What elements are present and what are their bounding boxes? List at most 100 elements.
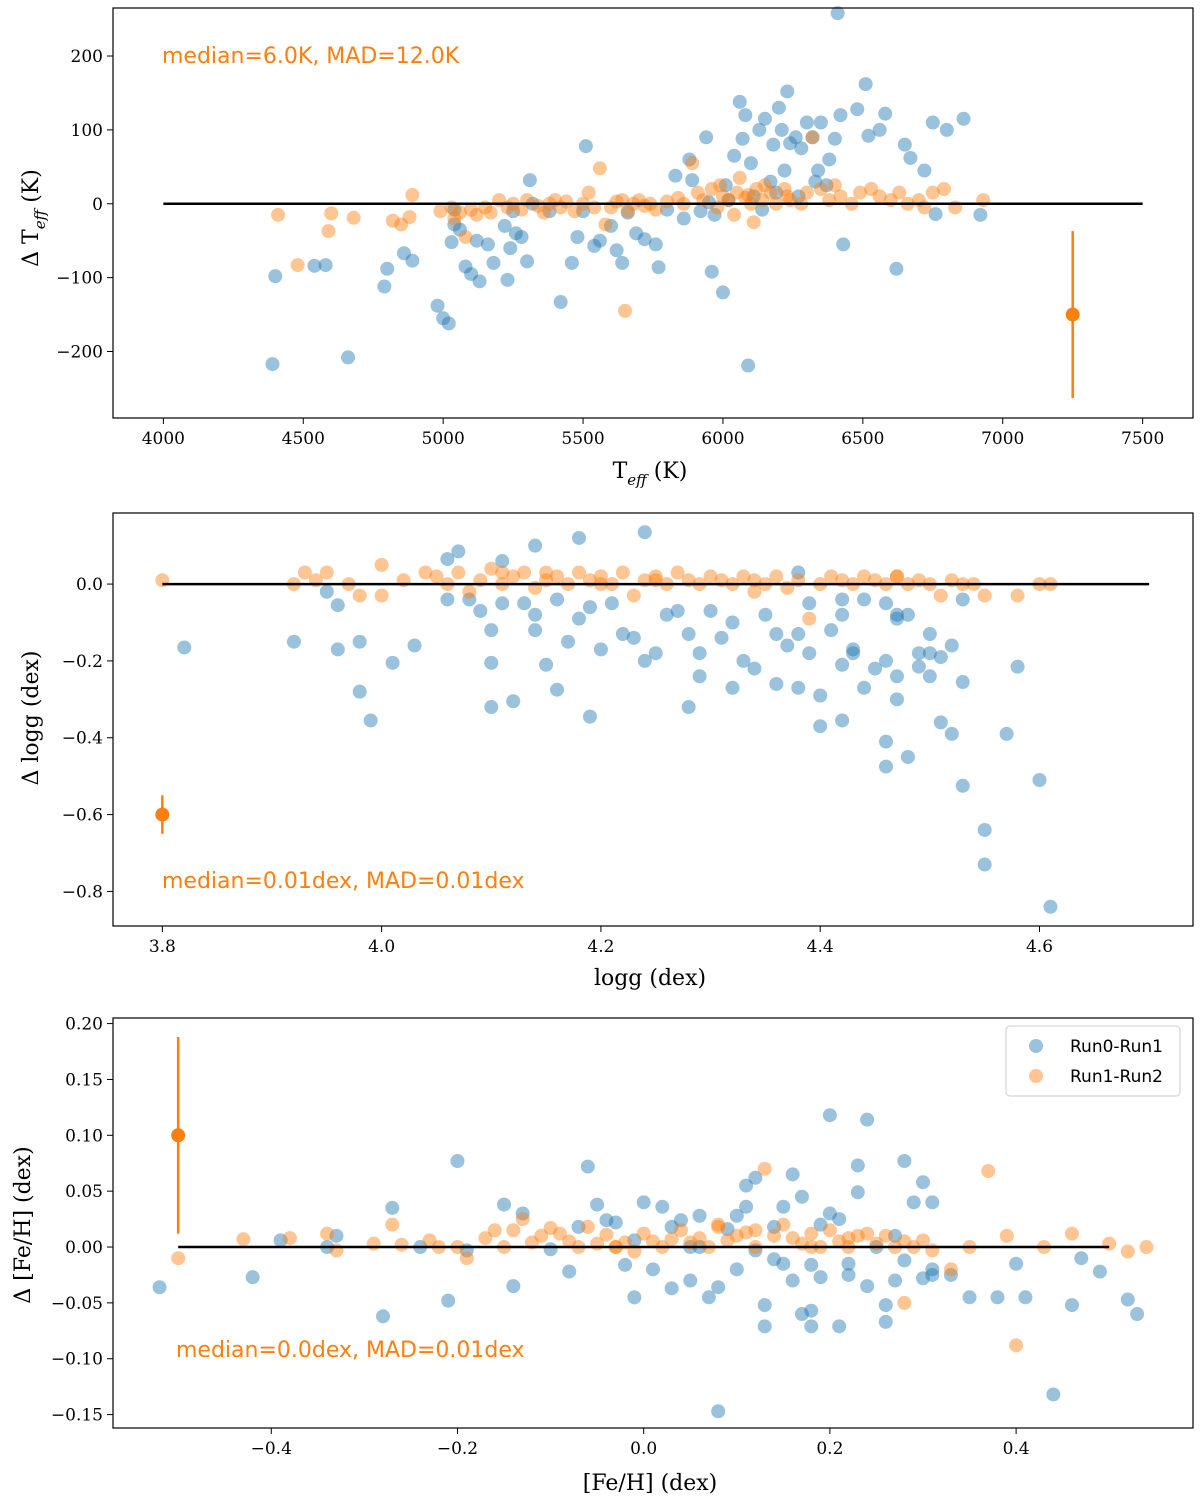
feh-point-run0-run1 xyxy=(925,1195,940,1210)
feh-point-run0-run1 xyxy=(739,1199,754,1214)
logg-point-run0-run1 xyxy=(944,638,959,653)
feh-point-run1-run2 xyxy=(1064,1226,1079,1241)
feh-point-run0-run1 xyxy=(739,1178,754,1193)
logg-point-run1-run2 xyxy=(539,565,554,580)
teff-point-run1-run2 xyxy=(727,207,742,222)
feh-point-run0-run1 xyxy=(748,1170,763,1185)
feh-point-run1-run2 xyxy=(320,1226,335,1241)
teff-point-run1-run2 xyxy=(872,189,887,204)
logg-point-run0-run1 xyxy=(692,669,707,684)
teff-point-run1-run2 xyxy=(738,190,753,205)
teff-point-run0-run1 xyxy=(553,295,568,310)
teff-point-run0-run1 xyxy=(604,218,619,233)
feh-point-run0-run1 xyxy=(785,1273,800,1288)
feh-point-run1-run2 xyxy=(422,1233,437,1248)
feh-point-run1-run2 xyxy=(580,1219,595,1234)
feh-point-run0-run1 xyxy=(943,1267,958,1282)
teff-point-run0-run1 xyxy=(497,218,512,233)
teff-point-run1-run2 xyxy=(637,198,652,213)
logg-point-run0-run1 xyxy=(835,657,850,672)
logg-point-run1-run2 xyxy=(933,588,948,603)
teff-point-run0-run1 xyxy=(441,316,456,331)
logg-y-axis-label: Δ logg (dex) xyxy=(19,651,44,786)
logg-point-run0-run1 xyxy=(571,530,586,545)
teff-point-run0-run1 xyxy=(452,222,467,237)
teff-point-run1-run2 xyxy=(321,224,336,239)
logg-point-run1-run2 xyxy=(736,569,751,584)
teff-y-tick-label: 200 xyxy=(71,47,103,67)
feh-point-run0-run1 xyxy=(757,1319,772,1334)
teff-point-run0-run1 xyxy=(676,211,691,226)
teff-point-run1-run2 xyxy=(559,194,574,209)
teff-point-run0-run1 xyxy=(897,137,912,152)
logg-point-run0-run1 xyxy=(835,607,850,622)
feh-point-run0-run1 xyxy=(822,1206,837,1221)
teff-point-run0-run1 xyxy=(458,259,473,274)
teff-point-run0-run1 xyxy=(480,237,495,252)
logg-y-tick-label: −0.4 xyxy=(62,729,103,749)
teff-point-run0-run1 xyxy=(506,204,521,219)
feh-point-run1-run2 xyxy=(478,1231,493,1246)
logg-point-run1-run2 xyxy=(297,565,312,580)
teff-point-run1-run2 xyxy=(598,217,613,232)
feh-point-run0-run1 xyxy=(562,1264,577,1279)
teff-point-run0-run1 xyxy=(578,139,593,154)
feh-point-run0-run1 xyxy=(897,1153,912,1168)
teff-point-run0-run1 xyxy=(587,238,602,253)
teff-point-run0-run1 xyxy=(651,260,666,275)
logg-point-run0-run1 xyxy=(714,630,729,645)
logg-x-tick-label: 4.0 xyxy=(368,937,395,957)
teff-x-tick-label: 4500 xyxy=(282,429,325,449)
logg-stats-annotation: median=0.01dex, MAD=0.01dex xyxy=(162,869,525,894)
legend-label-run1-run2: Run1-Run2 xyxy=(1070,1067,1163,1087)
teff-point-run1-run2 xyxy=(536,205,551,220)
feh-x-axis-label: [Fe/H] (dex) xyxy=(583,1471,718,1496)
logg-point-run0-run1 xyxy=(539,657,554,672)
logg-point-run0-run1 xyxy=(1032,773,1047,788)
logg-point-run1-run2 xyxy=(747,584,762,599)
teff-point-run0-run1 xyxy=(799,115,814,130)
feh-point-run1-run2 xyxy=(487,1223,502,1238)
teff-point-run1-run2 xyxy=(690,185,705,200)
teff-point-run0-run1 xyxy=(861,128,876,143)
logg-point-run0-run1 xyxy=(528,623,543,638)
feh-point-run0-run1 xyxy=(1009,1256,1024,1271)
teff-point-run1-run2 xyxy=(290,258,305,273)
logg-point-run0-run1 xyxy=(835,592,850,607)
feh-panel: −0.4 −0.2 0.0 0.2 0.4 −0.15 −0.10 −0.05 0.00 0.05… xyxy=(11,1015,1194,1496)
teff-point-run1-run2 xyxy=(827,178,842,193)
teff-point-run0-run1 xyxy=(735,131,750,146)
teff-point-run1-run2 xyxy=(757,178,772,193)
feh-point-run0-run1 xyxy=(729,1208,744,1223)
feh-y-tick-label: −0.15 xyxy=(51,1406,103,1426)
feh-point-run1-run2 xyxy=(236,1232,251,1247)
teff-point-run0-run1 xyxy=(872,122,887,137)
logg-point-run0-run1 xyxy=(582,600,597,615)
logg-point-run0-run1 xyxy=(900,607,915,622)
feh-point-run0-run1 xyxy=(599,1213,614,1228)
logg-point-run0-run1 xyxy=(900,749,915,764)
teff-point-run1-run2 xyxy=(452,205,467,220)
feh-point-run0-run1 xyxy=(785,1167,800,1182)
feh-point-run0-run1 xyxy=(888,1228,903,1243)
logg-point-run0-run1 xyxy=(440,552,455,567)
feh-point-run0-run1 xyxy=(152,1280,167,1295)
feh-point-run0-run1 xyxy=(832,1319,847,1334)
logg-x-axis-label: logg (dex) xyxy=(594,966,706,991)
teff-point-run0-run1 xyxy=(396,246,411,261)
logg-x-tick-label: 4.6 xyxy=(1026,937,1053,957)
logg-plot-background xyxy=(113,513,1193,926)
feh-y-tick-label: 0.05 xyxy=(65,1182,103,1202)
teff-point-run0-run1 xyxy=(777,163,792,178)
logg-point-run0-run1 xyxy=(177,640,192,655)
feh-point-run1-run2 xyxy=(562,1234,577,1249)
teff-point-run0-run1 xyxy=(341,350,356,365)
teff-point-run0-run1 xyxy=(755,202,770,217)
logg-point-run0-run1 xyxy=(352,684,367,699)
teff-stats-annotation: median=6.0K, MAD=12.0K xyxy=(162,44,460,69)
teff-point-run1-run2 xyxy=(746,215,761,230)
logg-point-run0-run1 xyxy=(637,525,652,540)
logg-point-run0-run1 xyxy=(506,694,521,709)
logg-point-run0-run1 xyxy=(813,719,828,734)
logg-plot-frame xyxy=(112,512,1194,927)
